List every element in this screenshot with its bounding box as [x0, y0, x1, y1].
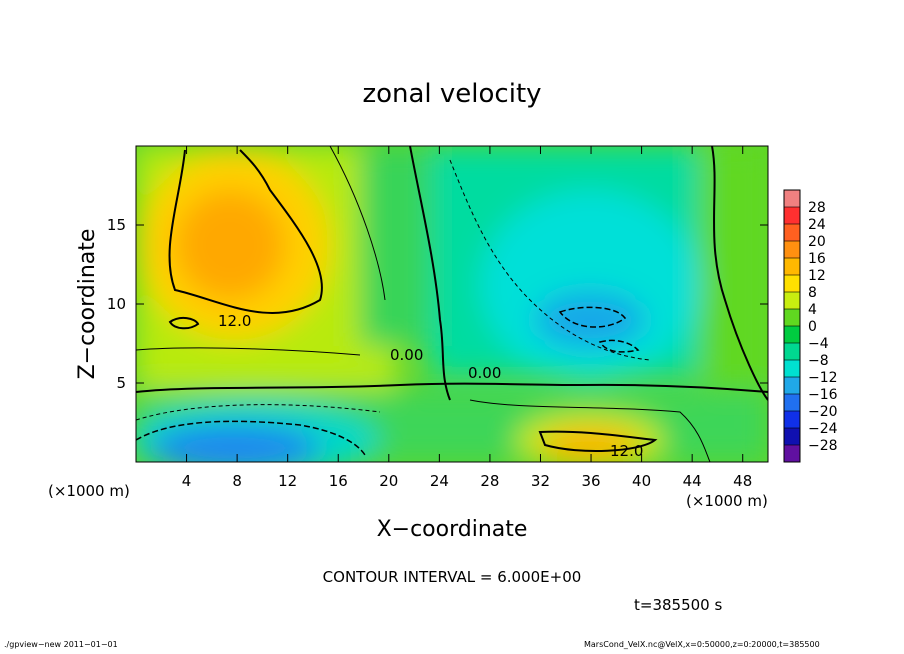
colorbar-tick-label: −16 [808, 387, 838, 403]
colorbar-swatch [784, 275, 800, 292]
colorbar-tick-label: 20 [808, 234, 826, 250]
colorbar-swatch [784, 428, 800, 445]
colorbar-tick-label: 28 [808, 200, 826, 216]
x-axis-label: X−coordinate [377, 517, 528, 542]
contour-label: 0.00 [468, 364, 501, 382]
y-axis-ticks: 5 10 15 [107, 216, 768, 392]
colorbar-tick-label: 4 [808, 302, 817, 318]
x-tick-label: 40 [632, 472, 651, 490]
colorbar-tick-label: 0 [808, 319, 817, 335]
x-tick-label: 4 [182, 472, 192, 490]
x-tick-label: 28 [480, 472, 499, 490]
x-tick-label: 32 [531, 472, 550, 490]
footer-left: ./gpview−new 2011−01−01 [4, 640, 118, 649]
x-tick-label: 44 [683, 472, 702, 490]
contour-label: 12.0 [218, 312, 251, 330]
colorbar-tick-label: −4 [808, 336, 829, 352]
x-tick-label: 12 [278, 472, 297, 490]
colorbar-tick-label: 12 [808, 268, 826, 284]
x-tick-label: 48 [733, 472, 752, 490]
y-tick-label: 5 [116, 374, 126, 392]
x-tick-label: 16 [329, 472, 348, 490]
x-axis-ticks: 4 8 12 16 20 24 28 32 36 40 44 48 [182, 146, 752, 490]
contour-interval: CONTOUR INTERVAL = 6.000E+00 [323, 568, 582, 586]
colorbar-swatch [784, 394, 800, 411]
x-unit-label-right: (×1000 m) [686, 492, 768, 510]
time-label: t=385500 s [634, 596, 722, 614]
footer-right: MarsCond_VelX.nc@VelX,x=0:50000,z=0:2000… [584, 640, 820, 649]
colorbar-tick-label: 8 [808, 285, 817, 301]
x-tick-label: 36 [581, 472, 600, 490]
contour-label: 12.0 [610, 442, 643, 460]
colorbar-swatch [784, 377, 800, 394]
colorbar-swatch [784, 292, 800, 309]
colorbar-swatch [784, 190, 800, 207]
colorbar-swatch [784, 343, 800, 360]
colorbar-swatch [784, 445, 800, 462]
colorbar-tick-label: 24 [808, 217, 826, 233]
colorbar-swatch [784, 326, 800, 343]
y-tick-label: 10 [107, 295, 126, 313]
x-tick-label: 24 [430, 472, 449, 490]
colorbar-swatch [784, 207, 800, 224]
colorbar-swatch [784, 258, 800, 275]
x-tick-label: 20 [379, 472, 398, 490]
colorbar-tick-label: −24 [808, 421, 838, 437]
colorbar-swatch [784, 309, 800, 326]
colorbar-swatch [784, 241, 800, 258]
colorbar-tick-label: −12 [808, 370, 838, 386]
y-tick-label: 15 [107, 216, 126, 234]
x-tick-label: 8 [232, 472, 242, 490]
colorbar-swatch [784, 224, 800, 241]
contour-label: 0.00 [390, 346, 423, 364]
colorbar-swatch [784, 411, 800, 428]
x-unit-label-left: (×1000 m) [48, 482, 130, 500]
colorbar-tick-label: −28 [808, 438, 838, 454]
colorbar-swatch [784, 360, 800, 377]
colorbar-tick-label: 16 [808, 251, 826, 267]
heatmap-field [136, 146, 768, 462]
chart-title: zonal velocity [362, 79, 541, 109]
y-axis-label: Z−coordinate [75, 229, 100, 380]
colorbar-tick-label: −20 [808, 404, 838, 420]
colorbar-tick-label: −8 [808, 353, 829, 369]
